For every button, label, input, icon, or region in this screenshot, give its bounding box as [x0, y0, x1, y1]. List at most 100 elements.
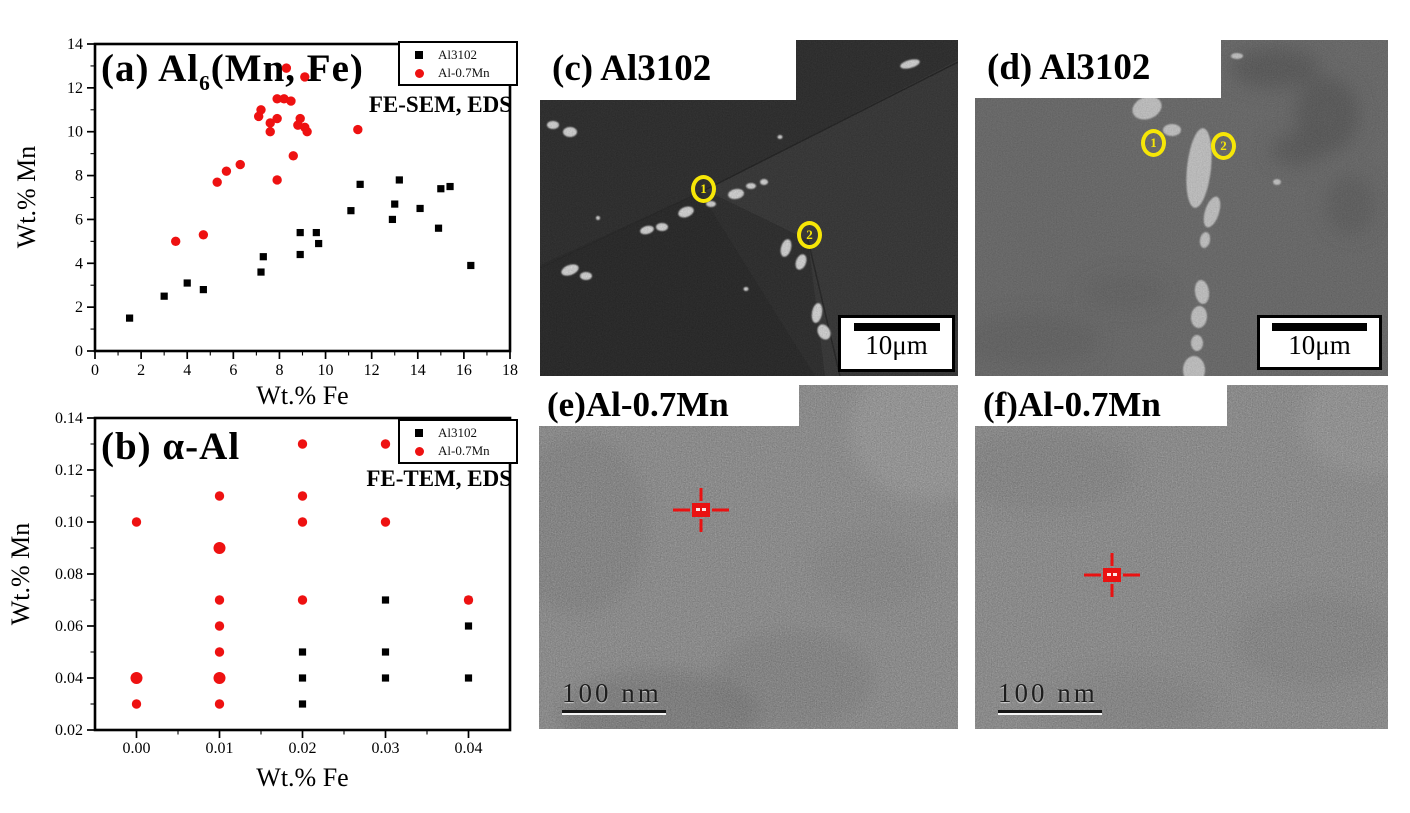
- scatter-point: [183, 279, 191, 287]
- legend-circle-marker: [400, 68, 438, 78]
- svg-text:0: 0: [91, 362, 99, 379]
- chart-a-title-subscript: 6: [199, 70, 211, 95]
- scatter-point: [170, 236, 181, 247]
- scatter-point: [463, 595, 474, 605]
- svg-text:0.04: 0.04: [455, 740, 483, 757]
- scatter-point: [214, 647, 225, 657]
- scatter-point: [298, 700, 307, 708]
- chart-a-title-prefix: (a) Al: [101, 47, 200, 90]
- scatter-point: [272, 175, 282, 185]
- legend-square-marker: [400, 429, 438, 437]
- scatter-point: [213, 542, 226, 554]
- scale-bar: 100 nm: [998, 678, 1102, 715]
- scatter-point: [446, 182, 454, 191]
- eds-spot-1-marker: 1: [691, 175, 716, 203]
- chart-b-method-note: FE-TEM, EDS: [366, 466, 512, 491]
- eds-spot-1-number: 1: [700, 181, 707, 196]
- scatter-point: [214, 699, 225, 709]
- scatter-plot-a: 0 2 4 6 8 10 12 14 16 18 0 2 4 6 8 10 12 14: [67, 36, 518, 379]
- svg-text:0.06: 0.06: [55, 618, 83, 635]
- panel-f-label: (f)Al-0.7Mn: [975, 385, 1227, 426]
- svg-text:0.04: 0.04: [55, 670, 83, 687]
- svg-text:14: 14: [410, 362, 426, 379]
- chart-a-xaxis-label: Wt.% Fe: [256, 381, 349, 410]
- scale-bar-text: 100 nm: [998, 678, 1098, 708]
- scale-bar-box: 10μm: [838, 315, 955, 372]
- scatter-point: [212, 177, 222, 187]
- scatter-point: [381, 648, 390, 656]
- tem-panel-e: (e)Al-0.7Mn 100 nm: [539, 385, 958, 729]
- tem-panel-f: (f)Al-0.7Mn 100 nm: [975, 385, 1388, 729]
- scatter-point: [380, 439, 391, 449]
- chart-a-method-note: FE-SEM, EDS: [368, 92, 512, 117]
- scatter-point: [416, 204, 424, 213]
- svg-text:4: 4: [183, 362, 191, 379]
- scatter-point: [315, 239, 323, 248]
- scale-bar-text: 100 nm: [562, 678, 662, 708]
- scale-bar: [853, 323, 940, 331]
- scatter-point: [265, 127, 275, 137]
- sem-panel-d: (d) Al3102 1 2 10μm: [975, 40, 1388, 376]
- chart-b-yaxis-label: Wt.% Mn: [6, 522, 35, 626]
- scatter-point: [434, 224, 443, 232]
- eds-spot-2-marker: 2: [797, 221, 822, 249]
- scatter-point: [235, 159, 245, 170]
- chart-b-title: (b) α-Al: [101, 424, 240, 474]
- svg-text:8: 8: [75, 168, 83, 185]
- scatter-point: [259, 253, 267, 261]
- scatter-point: [380, 517, 391, 527]
- svg-text:0.08: 0.08: [55, 566, 83, 583]
- eds-analysis-marker: [673, 488, 729, 532]
- chart-a-yaxis-label: Wt.% Mn: [12, 145, 41, 249]
- svg-text:2: 2: [137, 362, 145, 379]
- scatter-point: [298, 648, 307, 656]
- scatter-point: [131, 699, 142, 709]
- tem-image-f: [975, 385, 1388, 729]
- scatter-point: [300, 72, 310, 82]
- chart-b-legend: Al3102 Al-0.7Mn: [398, 419, 518, 464]
- scale-bar-line: [998, 710, 1102, 715]
- scatter-point: [302, 127, 312, 137]
- scatter-point: [288, 151, 298, 161]
- scatter-point: [265, 118, 275, 128]
- series-Al-0.7Mn: [170, 63, 363, 247]
- svg-text:0: 0: [75, 343, 83, 360]
- svg-text:0.02: 0.02: [289, 740, 317, 757]
- panel-c-label: (c) Al3102: [540, 40, 796, 100]
- scatter-point: [198, 230, 209, 240]
- scatter-point: [221, 166, 232, 176]
- scatter-point: [388, 215, 397, 224]
- panel-e-label: (e)Al-0.7Mn: [539, 385, 799, 426]
- axis-ticks: [87, 43, 511, 359]
- eds-spot-1-marker: 1: [1141, 129, 1166, 157]
- scatter-point: [125, 314, 134, 322]
- scatter-point: [296, 250, 304, 259]
- axis-tick-labels: 0.00 0.01 0.02 0.03 0.04 0.02 0.04 0.06 0.08 0.10…: [55, 410, 483, 757]
- scale-bar-box: 10μm: [1257, 315, 1382, 370]
- scatter-point: [347, 207, 355, 215]
- scatter-point: [381, 596, 390, 604]
- chart-a-legend: Al3102 Al-0.7Mn: [398, 41, 518, 86]
- scatter-point: [297, 439, 308, 449]
- scale-bar-text: 10μm: [1288, 330, 1351, 360]
- svg-text:12: 12: [67, 80, 83, 97]
- legend-row-al07mn: Al-0.7Mn: [400, 442, 516, 460]
- tem-image-e: [539, 385, 958, 729]
- legend-row-al07mn: Al-0.7Mn: [400, 64, 516, 82]
- scatter-point: [467, 261, 475, 270]
- svg-text:0.01: 0.01: [206, 740, 234, 757]
- legend-label-al3102: Al3102: [438, 425, 477, 440]
- svg-text:2: 2: [75, 299, 83, 316]
- scatter-point: [297, 595, 308, 605]
- scatter-point: [213, 672, 226, 684]
- scale-bar: [1272, 323, 1367, 331]
- scale-bar: 100 nm: [562, 678, 666, 715]
- svg-text:0.12: 0.12: [55, 462, 83, 479]
- eds-spot-2-number: 2: [1220, 138, 1227, 153]
- scatter-point: [214, 491, 225, 501]
- legend-row-al3102: Al3102: [400, 424, 516, 442]
- svg-text:6: 6: [229, 362, 237, 379]
- legend-row-al3102: Al3102: [400, 46, 516, 64]
- sem-panel-c: (c) Al3102 1 2 10μm: [540, 40, 958, 376]
